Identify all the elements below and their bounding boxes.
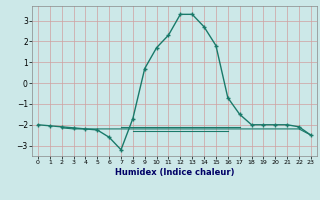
X-axis label: Humidex (Indice chaleur): Humidex (Indice chaleur) xyxy=(115,168,234,177)
